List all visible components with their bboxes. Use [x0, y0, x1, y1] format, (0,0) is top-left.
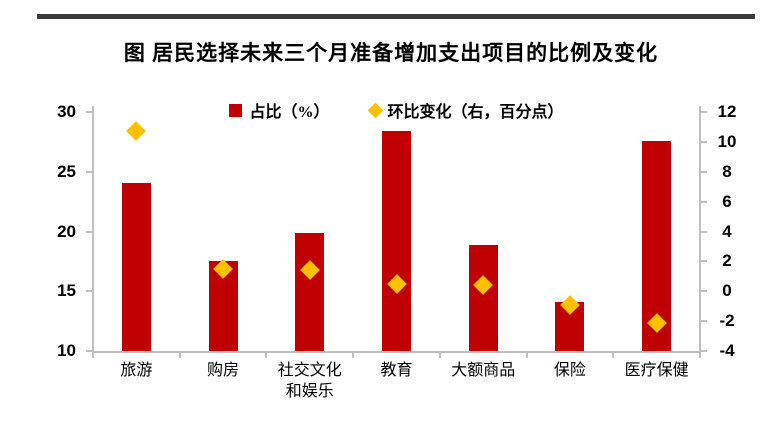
- figure-title: 图 居民选择未来三个月准备增加支出项目的比例及变化: [123, 41, 659, 65]
- bar: [382, 131, 411, 351]
- y-tick-right: [700, 230, 707, 233]
- x-axis-category-label: 教育: [380, 362, 413, 379]
- x-tick: [699, 351, 701, 358]
- y-tick-left: [86, 170, 93, 173]
- y-tick-right: [700, 260, 707, 263]
- y-tick-right: [700, 320, 707, 323]
- x-tick: [438, 351, 441, 358]
- x-tick: [92, 351, 94, 358]
- y-tick-left: [86, 350, 93, 352]
- y-axis-label-right: 2: [722, 251, 732, 271]
- legend-label-change: 环比变化（右，百分点）: [387, 104, 564, 121]
- bar: [295, 232, 325, 351]
- y-axis-label-left: 25: [57, 161, 76, 181]
- x-axis-category-label: 社交文化 和娱乐: [277, 362, 342, 400]
- x-axis-category-label: 购房: [207, 362, 240, 379]
- y-tick-left: [86, 111, 93, 113]
- y-axis-label-right: -4: [719, 341, 735, 360]
- y-tick-right: [700, 200, 707, 203]
- y-tick-left: [86, 290, 93, 293]
- y-axis-label-left: 15: [57, 281, 76, 301]
- header-rule: [37, 14, 755, 19]
- x-axis: [92, 351, 701, 353]
- y-axis-label-right: 8: [722, 161, 732, 181]
- legend-item-change: 环比变化（右，百分点）: [367, 98, 564, 122]
- x-tick: [178, 351, 181, 358]
- y-tick-right: [700, 140, 707, 143]
- legend-label-share: 占比（%）: [249, 104, 330, 121]
- x-tick: [525, 351, 528, 358]
- y-axis-label-left: 10: [57, 341, 76, 360]
- y-tick-right: [700, 290, 707, 293]
- y-axis-label-right: 6: [722, 191, 732, 211]
- y-axis-label-right: 4: [722, 221, 732, 241]
- x-tick: [612, 351, 615, 358]
- x-tick: [352, 351, 355, 358]
- x-axis-category-label: 旅游: [120, 362, 153, 379]
- x-axis-category-label: 大额商品: [451, 362, 516, 379]
- y-axis-label-left: 20: [57, 221, 76, 241]
- x-axis-category-label: 保险: [553, 362, 586, 379]
- square-icon: [229, 103, 243, 117]
- bar: [468, 244, 498, 351]
- y-axis-label-right: 0: [722, 281, 732, 301]
- legend-item-share: 占比（%）: [229, 98, 330, 122]
- y-axis-right: [699, 106, 701, 352]
- y-axis-left: [92, 106, 94, 352]
- y-tick-right: [700, 111, 707, 113]
- y-axis-label-left: 30: [57, 102, 76, 121]
- y-tick-right: [700, 350, 707, 352]
- y-axis-label-right: -2: [719, 311, 735, 331]
- y-tick-right: [700, 170, 707, 173]
- y-tick-left: [86, 230, 93, 233]
- change-diamond-marker: [126, 121, 147, 142]
- x-tick: [265, 351, 268, 358]
- y-axis-label-right: 12: [717, 102, 737, 121]
- y-axis-label-right: 10: [717, 131, 737, 151]
- chart-legend: 占比（%） 环比变化（右，百分点）: [93, 99, 700, 121]
- x-axis-category-label: 医疗保健: [624, 362, 689, 379]
- bar: [121, 182, 151, 351]
